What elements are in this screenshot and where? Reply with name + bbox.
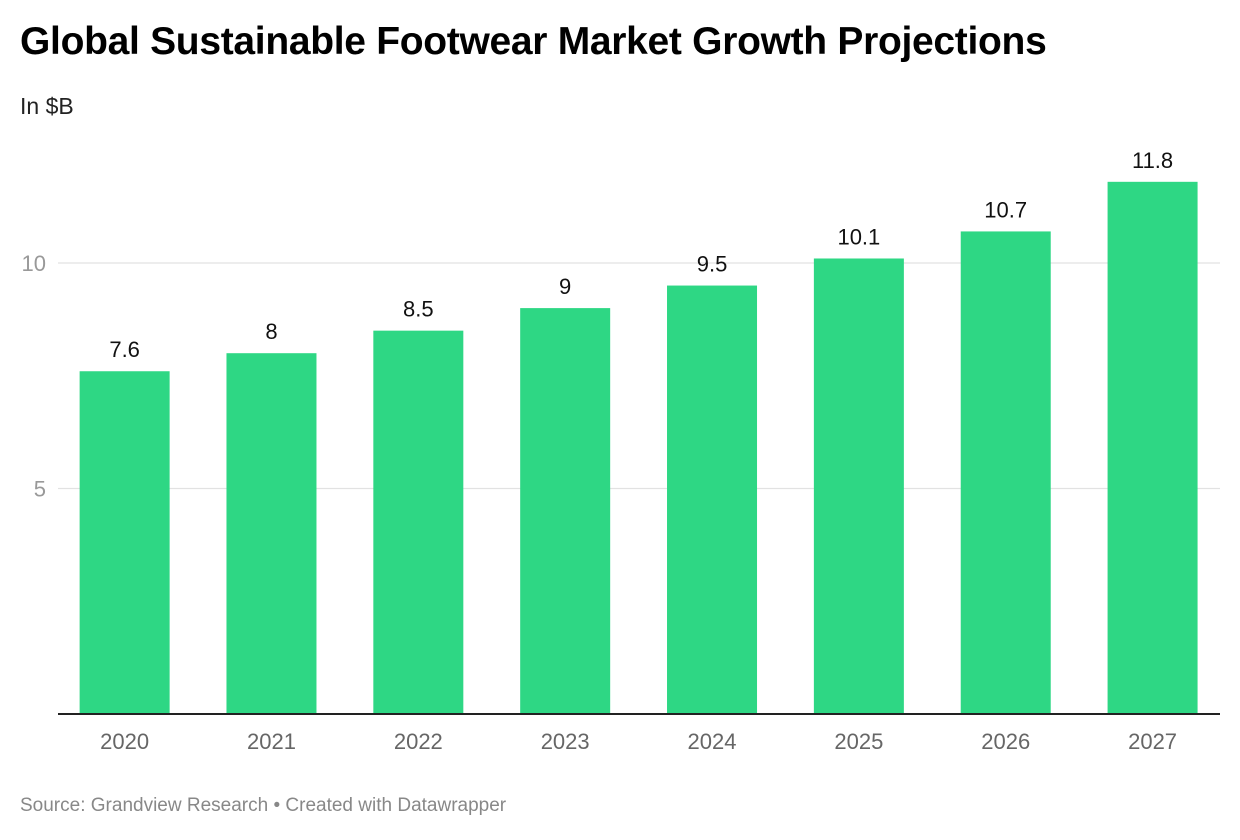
x-tick-label-2026: 2026 bbox=[981, 729, 1030, 754]
bar-2027 bbox=[1107, 181, 1198, 714]
credit-text: Created with Datawrapper bbox=[285, 795, 507, 816]
x-tick-label-2021: 2021 bbox=[247, 729, 296, 754]
labels: 5 10 7.6 2020 8 2021 8.5 2022 9 2023 9.5 2024 10.1 20… bbox=[22, 148, 1220, 754]
value-label-2020: 7.6 bbox=[109, 337, 140, 362]
x-tick-label-2025: 2025 bbox=[834, 729, 883, 754]
bar-2022 bbox=[373, 330, 464, 714]
x-tick-label-2027: 2027 bbox=[1128, 729, 1177, 754]
bars bbox=[79, 181, 1198, 714]
source-name: Grandview Research bbox=[90, 795, 269, 816]
value-label-2021: 8 bbox=[265, 319, 277, 344]
chart-subtitle: In $B bbox=[20, 93, 74, 119]
value-label-2027: 11.8 bbox=[1132, 148, 1173, 173]
bar-2024 bbox=[667, 285, 758, 714]
chart-footer: Source: Grandview Research • Created wit… bbox=[20, 795, 506, 817]
chart-title: Global Sustainable Footwear Market Growt… bbox=[20, 20, 1047, 63]
bar-2021 bbox=[226, 353, 317, 714]
value-label-2022: 8.5 bbox=[403, 297, 434, 322]
x-tick-label-2024: 2024 bbox=[688, 729, 737, 754]
bar-2023 bbox=[520, 308, 611, 714]
footer-separator: • bbox=[273, 795, 281, 816]
value-label-2026: 10.7 bbox=[984, 197, 1027, 222]
bar-2026 bbox=[960, 231, 1051, 714]
value-label-2025: 10.1 bbox=[837, 224, 880, 249]
y-tick-label: 5 bbox=[34, 477, 46, 502]
x-tick-label-2023: 2023 bbox=[541, 729, 590, 754]
source-label: Source: bbox=[20, 795, 86, 816]
x-tick-label-2020: 2020 bbox=[100, 729, 149, 754]
value-label-2024: 9.5 bbox=[697, 252, 728, 277]
bar-2020 bbox=[79, 371, 170, 714]
x-tick-label-2022: 2022 bbox=[394, 729, 443, 754]
bar-chart: 5 10 7.6 2020 8 2021 8.5 2022 9 2023 9.5 2024 10.1 20… bbox=[22, 148, 1220, 754]
value-label-2023: 9 bbox=[559, 274, 571, 299]
bar-2025 bbox=[813, 258, 904, 714]
y-tick-label: 10 bbox=[22, 251, 46, 276]
